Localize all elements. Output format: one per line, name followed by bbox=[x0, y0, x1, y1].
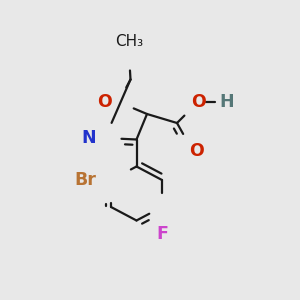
Text: N: N bbox=[81, 129, 96, 147]
Text: O: O bbox=[98, 93, 112, 111]
Text: O: O bbox=[190, 93, 206, 111]
Text: H: H bbox=[219, 93, 234, 111]
Text: Br: Br bbox=[75, 171, 96, 189]
Text: O: O bbox=[189, 142, 204, 160]
Text: CH₃: CH₃ bbox=[115, 34, 143, 50]
Text: F: F bbox=[156, 225, 168, 243]
